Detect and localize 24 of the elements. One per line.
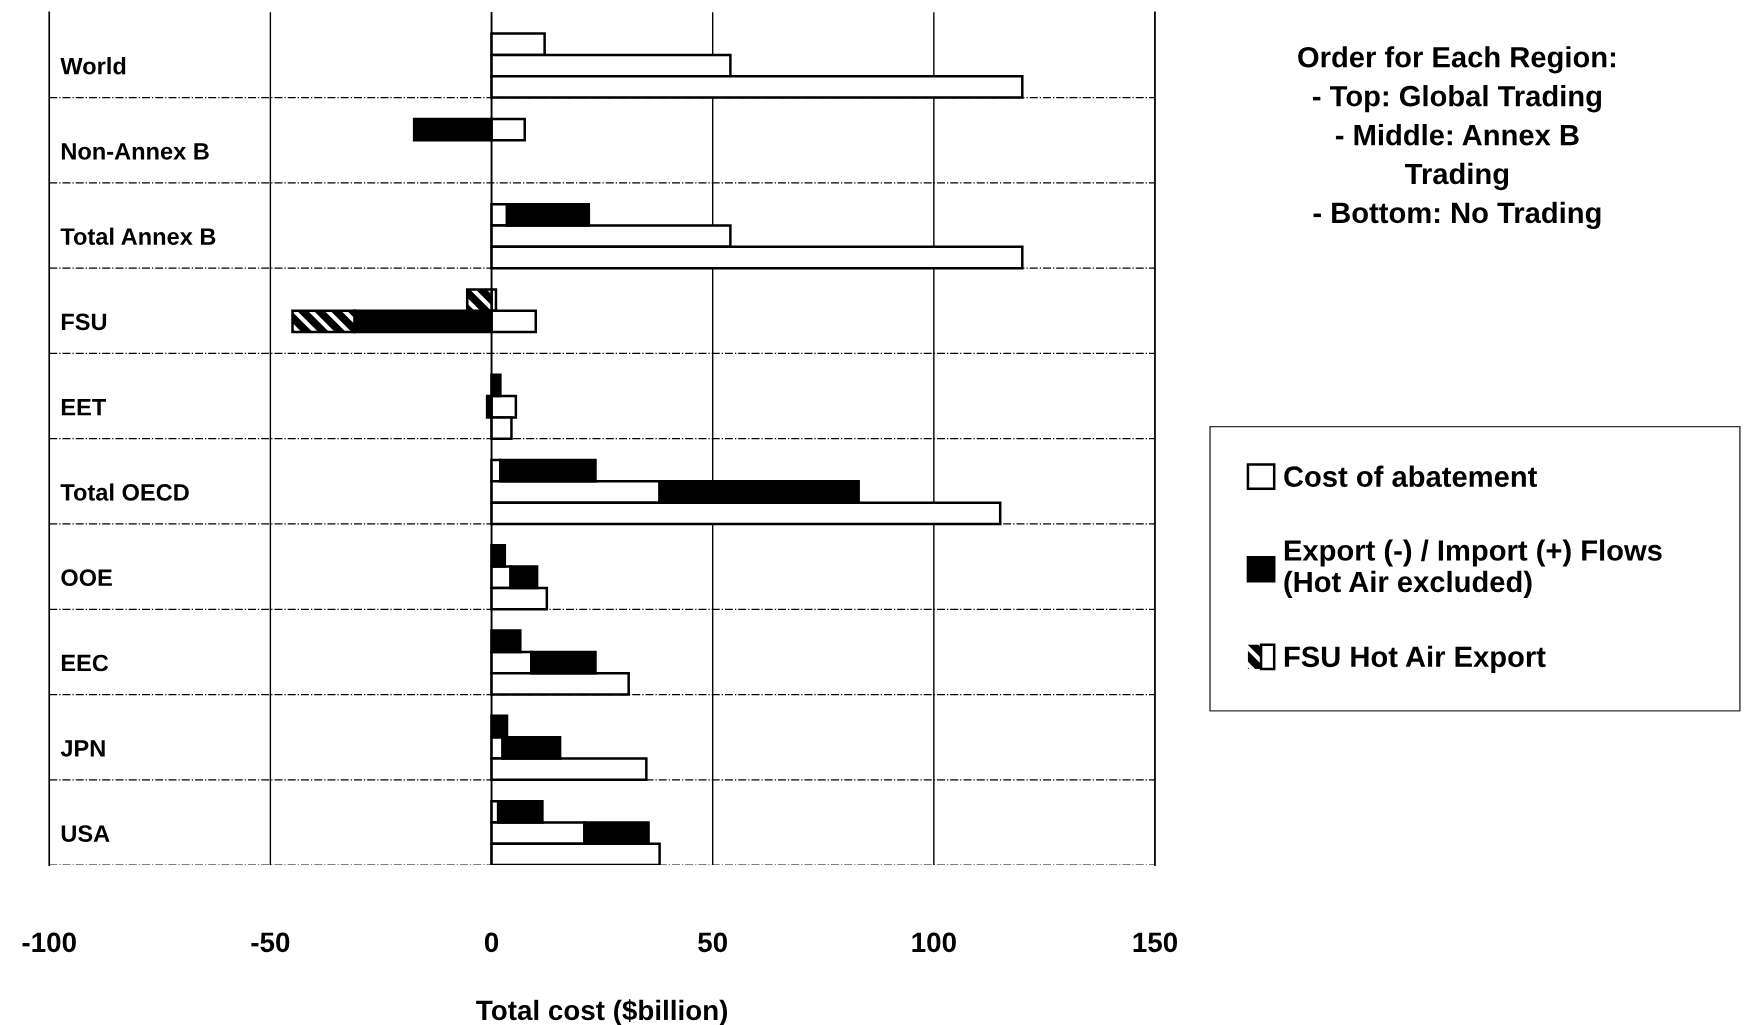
y-tick-label: Non-Annex B	[61, 143, 209, 160]
y-tick-label: EEC	[61, 654, 109, 672]
text: - Middle: Annex B Trading	[1335, 124, 1579, 191]
y-tick-label: FSU	[61, 313, 107, 331]
x-tick-label: 0	[484, 932, 499, 953]
y-tick-label: USA	[61, 825, 110, 842]
y-tick-label: World	[60, 57, 126, 75]
text: Order for Each Region:	[1298, 46, 1616, 74]
legend-label: Export (-) / Import (+) Flows (Hot Air excluded)	[1284, 539, 1662, 599]
text: - Top: Global Trading	[1312, 85, 1601, 113]
y-tick-label: Total OECD	[60, 483, 189, 501]
x-tick-label: -50	[251, 932, 290, 953]
text: - Bottom: No Trading	[1313, 201, 1601, 230]
x-tick-label: 150	[1133, 932, 1178, 953]
y-tick-label: Total Annex B	[60, 227, 216, 245]
y-tick-label: JPN	[60, 740, 105, 757]
legend-label: FSU Hot Air Export	[1284, 645, 1546, 673]
x-axis-title: Total cost ($billion)	[476, 999, 728, 1025]
y-tick-label: EET	[61, 399, 106, 416]
legend-label: Cost of abatement	[1284, 465, 1538, 487]
x-tick-label: 50	[698, 932, 727, 953]
y-tick-label: OOE	[61, 569, 112, 587]
x-tick-label: -100	[22, 932, 76, 953]
x-tick-label: 100	[912, 932, 956, 953]
